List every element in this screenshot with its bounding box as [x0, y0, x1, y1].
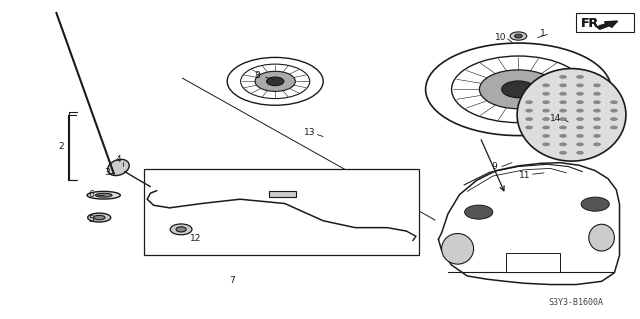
- Text: 5: 5: [88, 215, 93, 224]
- Ellipse shape: [93, 215, 105, 220]
- Circle shape: [576, 109, 584, 113]
- Ellipse shape: [517, 69, 626, 161]
- Text: 4: 4: [116, 155, 121, 164]
- Circle shape: [479, 70, 557, 109]
- Circle shape: [515, 34, 522, 38]
- Circle shape: [502, 81, 535, 98]
- Circle shape: [576, 100, 584, 104]
- Circle shape: [542, 126, 550, 130]
- Circle shape: [593, 109, 601, 113]
- Text: 2: 2: [59, 142, 64, 151]
- Circle shape: [266, 77, 284, 86]
- Circle shape: [559, 84, 567, 87]
- Circle shape: [559, 134, 567, 138]
- Circle shape: [559, 75, 567, 79]
- Ellipse shape: [108, 160, 129, 175]
- Circle shape: [576, 126, 584, 130]
- Circle shape: [542, 134, 550, 138]
- Bar: [269, 191, 296, 197]
- Circle shape: [581, 197, 609, 211]
- Circle shape: [525, 126, 533, 130]
- Text: 6: 6: [89, 190, 94, 199]
- Circle shape: [542, 117, 550, 121]
- Text: 8: 8: [255, 71, 260, 80]
- Circle shape: [559, 117, 567, 121]
- Circle shape: [593, 117, 601, 121]
- Ellipse shape: [87, 191, 120, 199]
- Circle shape: [575, 121, 582, 124]
- Circle shape: [576, 117, 584, 121]
- Circle shape: [610, 100, 618, 104]
- Circle shape: [426, 43, 611, 136]
- Circle shape: [593, 126, 601, 130]
- Circle shape: [559, 92, 567, 96]
- Circle shape: [576, 75, 584, 79]
- Circle shape: [570, 118, 587, 127]
- Text: 7: 7: [230, 276, 235, 285]
- Circle shape: [542, 92, 550, 96]
- Circle shape: [593, 134, 601, 138]
- Circle shape: [452, 56, 585, 122]
- Circle shape: [559, 151, 567, 155]
- Circle shape: [610, 109, 618, 113]
- Circle shape: [576, 92, 584, 96]
- Circle shape: [559, 142, 567, 146]
- Circle shape: [576, 142, 584, 146]
- Circle shape: [610, 117, 618, 121]
- Circle shape: [559, 126, 567, 130]
- Bar: [506, 253, 560, 272]
- Circle shape: [593, 100, 601, 104]
- Bar: [144, 169, 419, 255]
- Text: 11: 11: [519, 171, 531, 180]
- Circle shape: [525, 109, 533, 113]
- Circle shape: [559, 109, 567, 113]
- Circle shape: [241, 64, 310, 99]
- Circle shape: [593, 142, 601, 146]
- Ellipse shape: [88, 213, 111, 222]
- Text: 13: 13: [304, 128, 316, 137]
- Ellipse shape: [442, 234, 474, 264]
- Circle shape: [465, 205, 493, 219]
- Text: 9: 9: [492, 162, 497, 171]
- Circle shape: [610, 126, 618, 130]
- FancyArrow shape: [597, 21, 618, 29]
- Text: 1: 1: [540, 29, 545, 38]
- Circle shape: [576, 151, 584, 155]
- Ellipse shape: [589, 224, 614, 251]
- Circle shape: [559, 100, 567, 104]
- Circle shape: [510, 32, 527, 40]
- Circle shape: [542, 84, 550, 87]
- Text: 12: 12: [189, 234, 201, 243]
- Circle shape: [170, 224, 192, 235]
- Circle shape: [576, 84, 584, 87]
- Circle shape: [593, 92, 601, 96]
- Circle shape: [593, 84, 601, 87]
- Circle shape: [542, 100, 550, 104]
- Circle shape: [227, 57, 323, 105]
- Circle shape: [176, 227, 186, 232]
- FancyArrow shape: [597, 22, 616, 29]
- Ellipse shape: [95, 193, 112, 197]
- Text: FR.: FR.: [581, 18, 604, 30]
- Circle shape: [255, 71, 296, 91]
- Text: 3: 3: [105, 168, 110, 177]
- Circle shape: [576, 134, 584, 138]
- Text: 10: 10: [495, 33, 506, 42]
- Text: FR.: FR.: [581, 18, 604, 30]
- Circle shape: [542, 109, 550, 113]
- Text: S3Y3-B1600A: S3Y3-B1600A: [548, 298, 604, 307]
- Circle shape: [525, 117, 533, 121]
- Text: 14: 14: [550, 114, 561, 122]
- Circle shape: [542, 142, 550, 146]
- Circle shape: [525, 100, 533, 104]
- Bar: [576, 13, 634, 32]
